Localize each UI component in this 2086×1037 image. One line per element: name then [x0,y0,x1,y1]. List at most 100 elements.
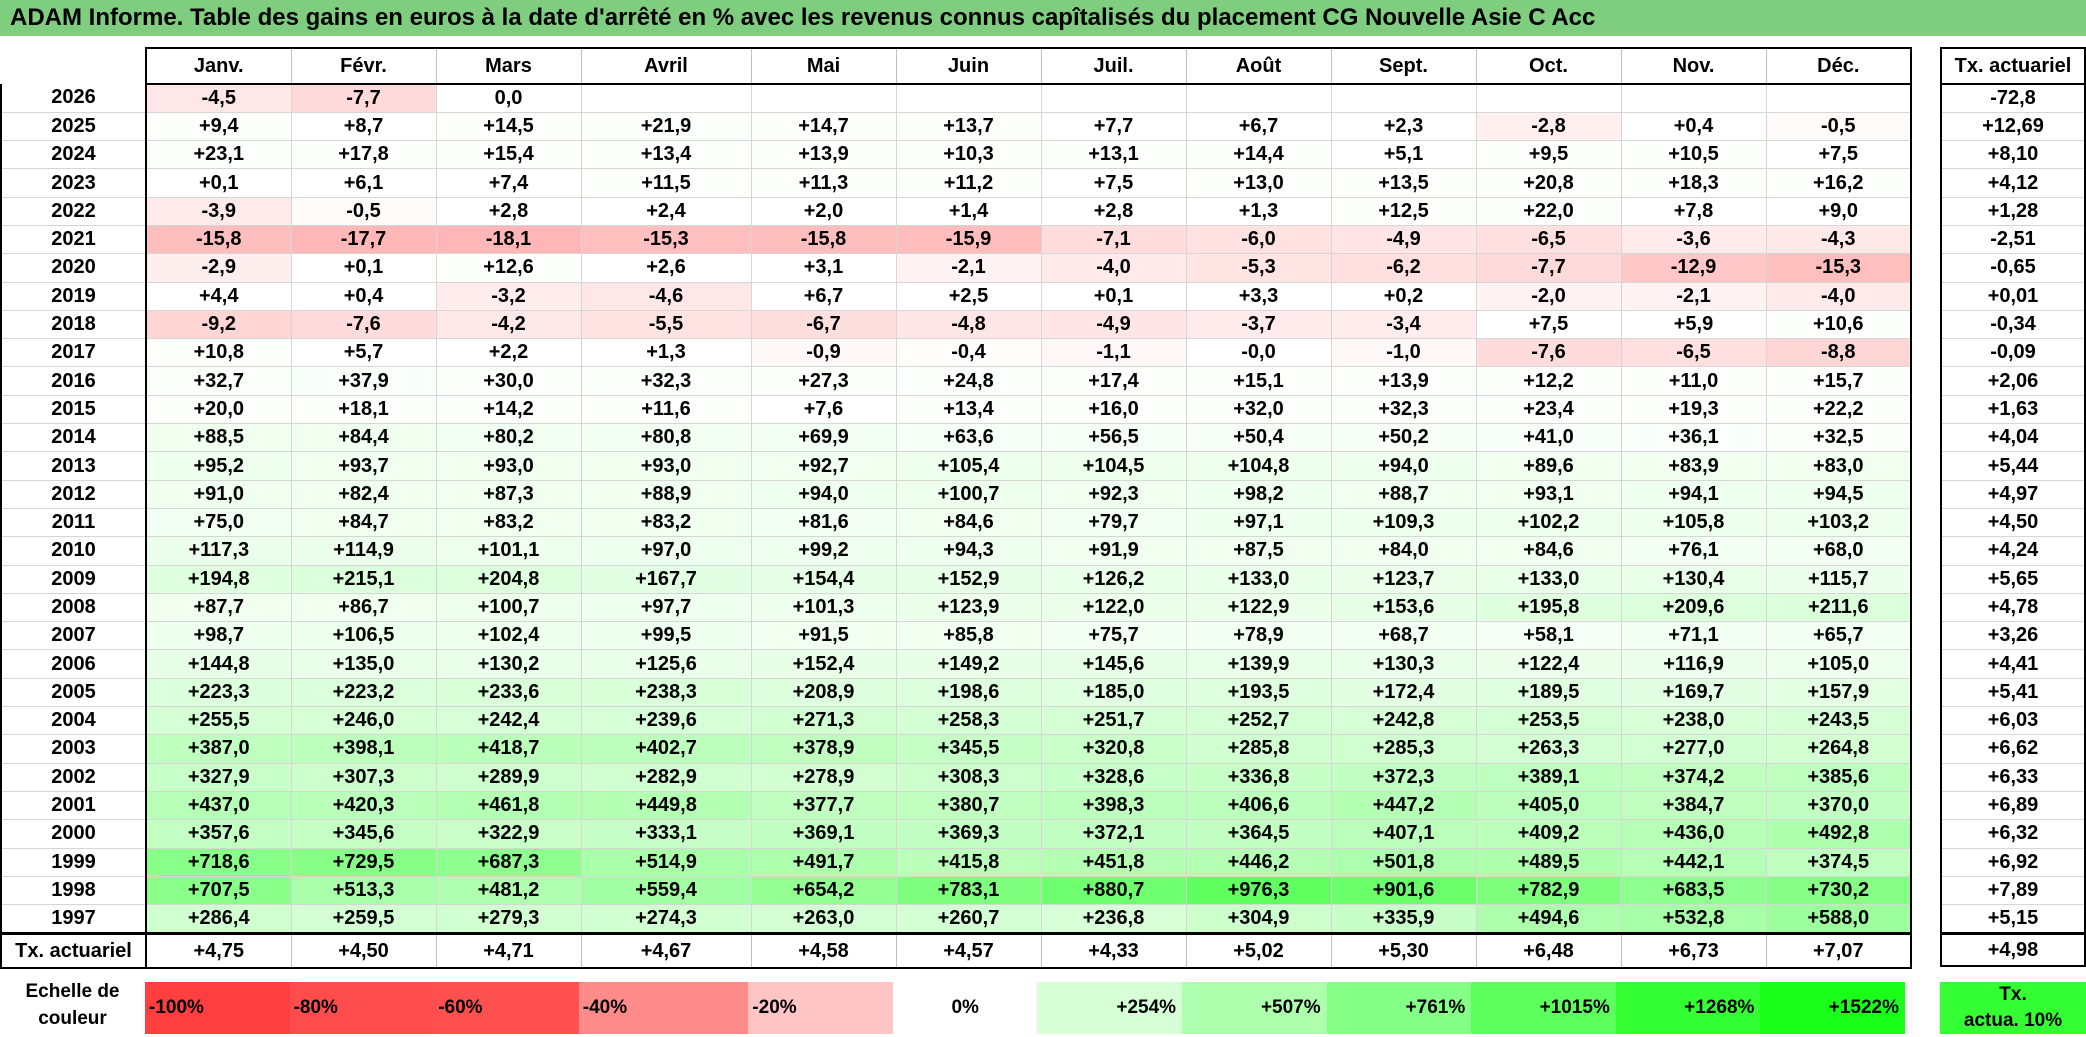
gain-cell: -4,0 [1765,282,1912,311]
gain-cell: -9,2 [145,310,291,340]
gain-cell: +105,4 [895,451,1041,481]
gain-cell: +83,9 [1620,451,1766,481]
gain-cell: +153,6 [1330,593,1476,623]
month-header: Déc. [1765,47,1912,85]
gain-cell: +238,0 [1620,706,1766,736]
gain-cell: +278,9 [750,763,896,792]
gain-cell: +252,7 [1185,706,1331,736]
gain-cell: -1,0 [1330,338,1476,368]
gain-cell: +88,5 [145,423,291,453]
gain-cell: -2,9 [145,253,291,283]
gain-cell: +7,5 [1765,140,1912,170]
gain-cell: +5,7 [290,338,436,368]
month-header: Août [1185,47,1331,85]
gain-cell: +71,1 [1620,621,1766,651]
year-cell: 2017 [0,338,147,368]
month-header-row: Janv. Févr. Mars Avril Mai Juin Juil. Août Sept.… [1,47,1912,85]
gain-cell: +1,3 [1185,197,1331,226]
gain-cell: +101,1 [435,536,581,566]
gain-cell: +100,7 [435,593,581,623]
gain-cell: +588,0 [1765,904,1912,934]
gain-cell: +83,2 [435,508,581,538]
gain-cell: +336,8 [1185,763,1331,792]
gain-cell: +1,4 [895,197,1041,226]
gain-cell: +102,2 [1475,508,1621,538]
gain-cell: +11,5 [580,168,751,198]
gain-cell: +263,0 [750,904,896,934]
gain-cell: -4,5 [145,84,291,113]
rate-row: +4,78 [1940,593,2086,623]
month-header: Mai [750,47,896,85]
gain-cell: +41,0 [1475,423,1621,453]
gain-cell: +279,3 [435,904,581,934]
gain-cell [1765,84,1912,113]
gain-cell: -15,9 [895,225,1041,255]
rate-cell: +3,26 [1940,621,2086,651]
gain-cell: +13,1 [1040,140,1186,170]
table-row: 2022 -3,9 -0,5 +2,8 +2,4 +2,0 +1,4 +2,8 +1,3 +12,… [0,197,1912,226]
gain-cell: +133,0 [1185,565,1331,594]
gain-cell: +125,6 [580,649,751,679]
rate-row: +8,10 [1940,140,2086,170]
gain-cell: +436,0 [1620,819,1766,849]
gain-cell: +189,5 [1475,678,1621,708]
gain-cell [1620,84,1766,113]
scale-cell: -80% [289,982,435,1034]
gain-cell: -12,9 [1620,253,1766,283]
gain-cell: -0,4 [895,338,1041,368]
gain-cell: +87,5 [1185,536,1331,566]
table-row: 1998 +707,5 +513,3 +481,2 +559,4 +654,2 +783,1… [0,876,1912,906]
gain-cell: +80,2 [435,423,581,453]
scale-cell: -60% [434,982,579,1034]
table-row: 2002 +327,9 +307,3 +289,9 +282,9 +278,9 +308,3… [0,763,1912,792]
gain-cell: +104,5 [1040,451,1186,481]
gain-cell: +335,9 [1330,904,1476,934]
scale-cell: +1522% [1760,982,1906,1034]
gain-cell: +654,2 [750,876,896,906]
gain-cell: +238,3 [580,678,751,708]
gain-cell: +442,1 [1620,848,1766,877]
gain-cell: +6,7 [750,282,896,311]
gain-cell: +37,9 [290,366,436,396]
gain-cell: +69,9 [750,423,896,453]
year-cell: 2005 [0,678,147,708]
gain-cell: +167,7 [580,565,751,594]
gain-cell: +99,5 [580,621,751,651]
scale-cell: +1268% [1615,982,1761,1034]
gain-cell: -5,3 [1185,253,1331,283]
gain-cell: +75,0 [145,508,291,538]
year-cell: 2019 [0,282,147,311]
gain-cell: +117,3 [145,536,291,566]
gain-cell: +328,6 [1040,763,1186,792]
scale-rate-line2: actua. 10% [1963,1010,2063,1031]
table-row: 2013 +95,2 +93,7 +93,0 +93,0 +92,7 +105,4 +104,… [0,451,1912,481]
gain-cell: +372,3 [1330,763,1476,792]
gain-cell: +15,1 [1185,366,1331,396]
gain-cell: -4,9 [1330,225,1476,255]
table-row: 2005 +223,3 +223,2 +233,6 +238,3 +208,9 +198,6… [0,678,1912,708]
gain-cell: +58,1 [1475,621,1621,651]
gain-cell: -4,8 [895,310,1041,340]
gain-cell: +264,8 [1765,734,1912,764]
year-cell: 2021 [0,225,147,255]
gain-cell: +492,8 [1765,819,1912,849]
gain-cell: +130,3 [1330,649,1476,679]
gain-cell: +7,8 [1620,197,1766,226]
gain-cell: +5,1 [1330,140,1476,170]
month-header: Juil. [1040,47,1186,85]
year-cell: 2023 [0,168,147,198]
gain-cell: +289,9 [435,763,581,792]
gain-cell: +63,6 [895,423,1041,453]
gain-cell: +194,8 [145,565,291,594]
rate-row: -0,65 [1940,253,2086,283]
gain-cell: +85,8 [895,621,1041,651]
gain-cell: +102,4 [435,621,581,651]
table-row: 2024 +23,1 +17,8 +15,4 +13,4 +13,9 +10,3 +13,1 +… [0,140,1912,170]
gain-cell: +211,6 [1765,593,1912,623]
gain-cell: +2,2 [435,338,581,368]
scale-cell: +761% [1326,982,1472,1034]
rate-row: +12,69 [1940,112,2086,142]
gain-cell: +0,1 [145,168,291,198]
year-cell: 2010 [0,536,147,566]
gain-cell: +97,0 [580,536,751,566]
